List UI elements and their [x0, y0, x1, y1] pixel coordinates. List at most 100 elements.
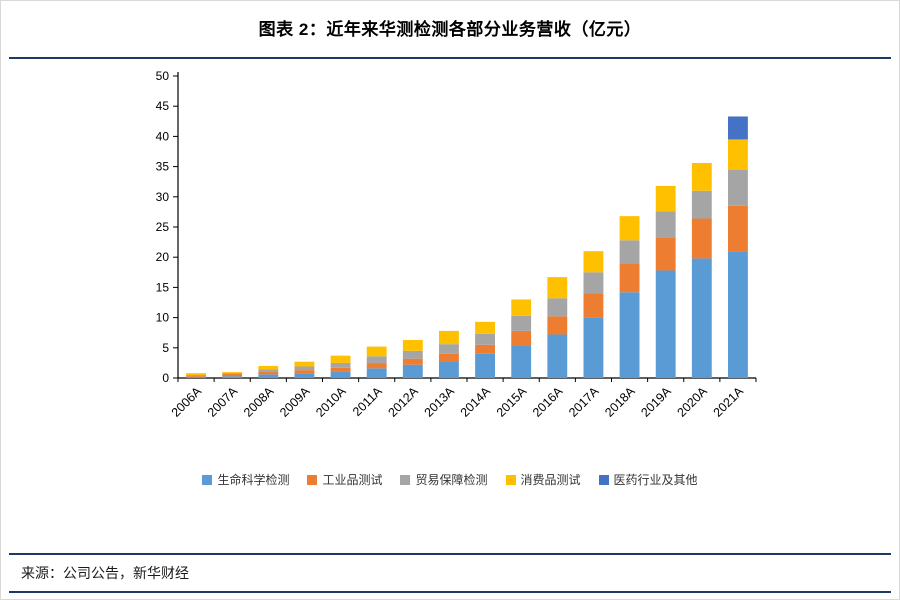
- legend-item: 生命科学检测: [202, 471, 289, 488]
- bar-segment: [366, 346, 387, 357]
- chart-area: 0 5 10 15 20 25 30 35 40 45 50 2006A 2007A 2008A 2009A…: [1, 64, 899, 469]
- bar-segment: [222, 372, 243, 374]
- bar-segment: [619, 240, 640, 264]
- bar-segment: [583, 251, 604, 273]
- legend-item: 贸易保障检测: [400, 471, 488, 488]
- legend-label: 医药行业及其他: [613, 473, 698, 487]
- chart-title: 图表 2：近年来华测检测各部分业务营收（亿元）: [258, 20, 642, 39]
- y-axis-label: 50: [156, 69, 170, 83]
- bar-segment: [402, 358, 423, 365]
- bar-segment: [258, 374, 279, 378]
- bar-segment: [655, 185, 676, 212]
- bar-segment: [294, 361, 315, 367]
- bar-segment: [222, 371, 243, 373]
- bar-segment: [366, 356, 387, 364]
- legend-item: 消费品测试: [505, 471, 581, 488]
- bar-segment: [475, 353, 495, 378]
- x-axis-label: 2008A: [241, 384, 277, 420]
- bar-segment: [258, 371, 279, 375]
- bar-segment: [366, 363, 387, 369]
- y-axis-label: 25: [156, 220, 170, 234]
- x-axis-label: 2014A: [458, 384, 494, 420]
- y-axis-label: 15: [156, 280, 170, 294]
- source-note: 来源：公司公告，新华财经: [21, 565, 189, 581]
- legend-label: 工业品测试: [322, 473, 383, 487]
- legend-swatch: [202, 474, 213, 485]
- bar-segment: [439, 361, 459, 378]
- bar-segment: [655, 270, 676, 378]
- x-axis-label: 2021A: [711, 384, 747, 420]
- bar-segment: [439, 344, 459, 354]
- bar-segment: [583, 317, 604, 378]
- bar-segment: [402, 350, 423, 359]
- bar-segment: [366, 368, 387, 378]
- bar-segment: [439, 353, 459, 362]
- y-axis-label: 5: [162, 341, 169, 355]
- bar-segment: [547, 334, 568, 378]
- bar-segment: [547, 277, 568, 299]
- bar-segment: [511, 299, 532, 316]
- bar-segment: [475, 344, 495, 354]
- bar-segment: [728, 169, 748, 206]
- legend-item: 医药行业及其他: [598, 471, 698, 488]
- bar-segment: [511, 315, 532, 331]
- bar-segment: [330, 355, 351, 363]
- legend-label: 生命科学检测: [217, 473, 290, 487]
- bar-segment: [186, 374, 206, 376]
- x-axis-label: 2007A: [205, 384, 241, 420]
- x-axis-label: 2010A: [313, 384, 349, 420]
- y-axis-label: 20: [156, 250, 170, 264]
- bar-segment: [330, 362, 351, 368]
- bar-segment: [186, 373, 206, 375]
- bar-segment: [728, 139, 748, 170]
- bar-segment: [475, 321, 495, 334]
- legend-swatch: [505, 474, 516, 485]
- bar-segment: [619, 263, 640, 293]
- bar-segment: [619, 292, 640, 378]
- bar-segment: [728, 251, 748, 378]
- x-axis-label: 2006A: [169, 384, 205, 420]
- bar-segment: [511, 330, 532, 346]
- x-axis-label: 2009A: [277, 384, 313, 420]
- bar-segment: [475, 333, 495, 345]
- bar-segment: [222, 376, 243, 378]
- x-axis-label: 2012A: [385, 384, 421, 420]
- legend-label: 贸易保障检测: [415, 473, 488, 487]
- bar-segment: [222, 373, 243, 377]
- bar-segment: [691, 258, 712, 378]
- bar-segment: [655, 211, 676, 238]
- bar-segment: [583, 272, 604, 294]
- legend-label: 消费品测试: [520, 473, 581, 487]
- bar-segment: [728, 116, 748, 140]
- bar-segment: [655, 237, 676, 271]
- bar-segment: [294, 366, 315, 371]
- bar-segment: [691, 162, 712, 191]
- bar-segment: [330, 367, 351, 372]
- bar-segment: [583, 293, 604, 318]
- bar-segment: [186, 376, 206, 378]
- bar-segment: [439, 330, 459, 345]
- bar-segment: [294, 370, 315, 374]
- x-axis-label: 2020A: [674, 384, 710, 420]
- bar-segment: [294, 373, 315, 378]
- footer-divider-top: [9, 553, 891, 555]
- bar-segment: [728, 205, 748, 252]
- bar-segment: [258, 365, 279, 370]
- title-divider: [9, 57, 891, 59]
- bar-segment: [547, 316, 568, 335]
- legend-swatch: [307, 474, 318, 485]
- bar-segment: [330, 371, 351, 378]
- x-axis-label: 2016A: [530, 384, 566, 420]
- bar-segment: [258, 369, 279, 372]
- y-axis-label: 40: [156, 129, 170, 143]
- x-axis-label: 2019A: [638, 384, 674, 420]
- bar-segment: [547, 298, 568, 317]
- y-axis-label: 30: [156, 190, 170, 204]
- legend-swatch: [598, 474, 609, 485]
- x-axis-label: 2017A: [566, 384, 602, 420]
- bar-segment: [691, 190, 712, 219]
- legend-item: 工业品测试: [307, 471, 382, 488]
- x-axis-label: 2011A: [350, 384, 385, 419]
- y-axis-label: 45: [156, 99, 170, 113]
- bar-segment: [691, 218, 712, 259]
